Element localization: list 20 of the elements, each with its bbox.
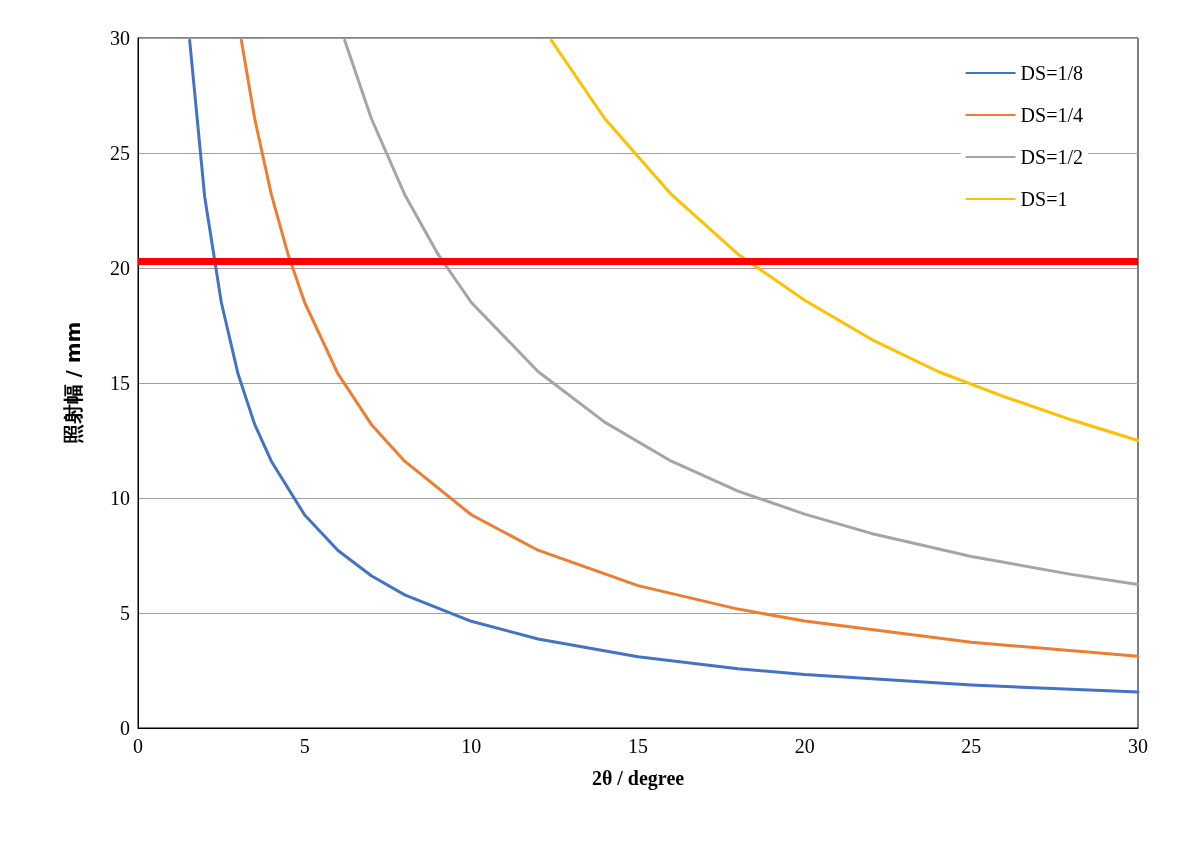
line-series [549,38,1140,442]
x-tick-label: 20 [794,735,815,757]
y-tick-label: 0 [120,717,130,739]
legend-label: DS=1/4 [1020,104,1083,126]
legend-label: DS=1/8 [1020,62,1083,84]
legend-label: DS=1/2 [1020,146,1083,168]
y-tick-label: 10 [110,487,130,509]
x-tick-label: 10 [461,735,482,757]
y-tick-label: 30 [110,27,130,49]
y-tick-label: 20 [110,257,130,279]
y-axis-title: 照射幅 / mm [61,321,85,445]
y-tick-label: 5 [120,602,130,624]
y-tick-label: 15 [110,372,130,394]
x-tick-label: 25 [961,735,982,757]
legend-label: DS=1 [1020,188,1068,210]
y-tick-label: 25 [110,142,130,164]
x-tick-label: 5 [299,735,310,757]
x-tick-label: 30 [1128,735,1148,757]
x-axis-title: 2θ / degree [591,767,685,790]
x-tick-label: 15 [628,735,648,757]
